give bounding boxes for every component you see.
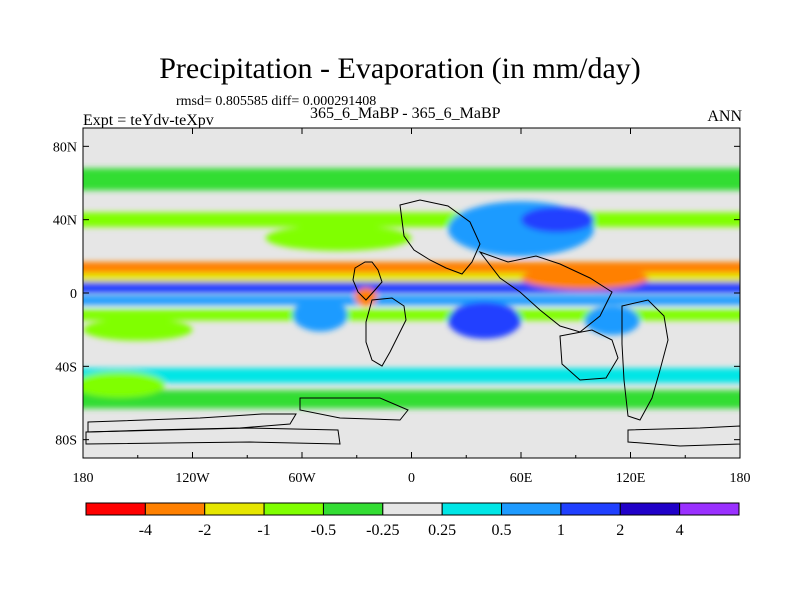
colorbar-swatch: [85, 502, 146, 516]
field-contours: [83, 168, 740, 409]
x-tick-label: 60E: [510, 471, 533, 486]
x-tick-label: 180: [730, 471, 751, 486]
colorbar: -4 -2 -1 -0.5 -0.25 0.25 0.5 1 2 4: [85, 502, 740, 539]
colorbar-swatch: [679, 502, 740, 516]
north-america-outline: [352, 261, 383, 301]
colorbar-label: -2: [198, 522, 211, 539]
y-tick-label: 40S: [55, 360, 77, 375]
antarctica-outline: [299, 397, 409, 421]
season-label: ANN: [707, 108, 742, 125]
field-blob-2: [521, 206, 594, 233]
y-tick-label: 80N: [53, 140, 77, 155]
field-blob-5: [292, 298, 348, 332]
field-band-1: [83, 212, 740, 227]
colorbar-label: 0.25: [428, 522, 456, 539]
x-tick-label: 120E: [616, 471, 646, 486]
colorbar-label: -1: [257, 522, 270, 539]
field-band-0: [83, 168, 740, 191]
field-band-5: [83, 295, 740, 305]
chart-title: Precipitation - Evaporation (in mm/day): [159, 52, 641, 85]
colorbar-label: -0.5: [311, 522, 336, 539]
colorbar-swatch: [144, 502, 206, 516]
colorbar-swatch: [560, 502, 621, 516]
stats-label: rmsd= 0.805585 diff= 0.000291408: [176, 94, 377, 109]
africa-outline: [399, 199, 481, 275]
colorbar-label: -4: [139, 522, 152, 539]
colorbar-label: 0.5: [492, 522, 512, 539]
field-band-3: [83, 272, 740, 284]
colorbar-swatch: [382, 502, 443, 516]
colorbar-label: -0.25: [366, 522, 399, 539]
field-band-6: [83, 309, 740, 321]
y-tick-label: 40N: [53, 214, 77, 229]
colorbar-swatch: [501, 502, 562, 516]
experiment-label: Expt = teYdv-teXpv: [83, 112, 214, 129]
y-axis: 80N 40N 0 40S 80S: [53, 140, 740, 449]
x-axis: 180 120W 60W 0 60E 120E 180: [73, 128, 751, 486]
field-blob-8: [83, 318, 193, 341]
colorbar-swatch: [619, 502, 681, 516]
continent-outlines: [85, 199, 740, 447]
y-tick-label: 0: [70, 287, 77, 302]
south-america-outline: [365, 297, 407, 367]
colorbar-swatch: [263, 502, 324, 516]
field-band-7: [83, 368, 740, 383]
colorbar-swatch: [204, 502, 265, 516]
field-blob-4: [448, 302, 521, 339]
australia-outline: [559, 329, 619, 381]
field-band-8: [83, 390, 740, 409]
colorbar-label: 4: [676, 522, 684, 539]
field-blob-3: [521, 267, 649, 290]
asia-outline: [478, 250, 613, 333]
east-block-outline: [621, 299, 669, 421]
field-blob-6: [584, 305, 640, 336]
data-field: [83, 128, 740, 458]
y-tick-label: 80S: [55, 434, 77, 449]
colorbar-swatch: [441, 502, 503, 516]
field-blob-7: [354, 287, 377, 306]
colorbar-swatch: [322, 502, 384, 516]
colorbar-label: 1: [557, 522, 565, 539]
case-label: 365_6_MaBP - 365_6_MaBP: [310, 105, 501, 122]
antarctica-east-outline: [627, 425, 740, 447]
field-band-2: [83, 261, 740, 273]
field-blob-0: [265, 225, 412, 251]
colorbar-label: 2: [616, 522, 624, 539]
x-tick-label: 120W: [175, 471, 210, 486]
field-blob-9: [83, 371, 166, 398]
x-tick-label: 0: [408, 471, 415, 486]
x-tick-label: 60W: [288, 471, 316, 486]
antarctica-south-outline: [85, 427, 341, 445]
field-band-4: [83, 282, 740, 293]
x-tick-label: 180: [73, 471, 94, 486]
